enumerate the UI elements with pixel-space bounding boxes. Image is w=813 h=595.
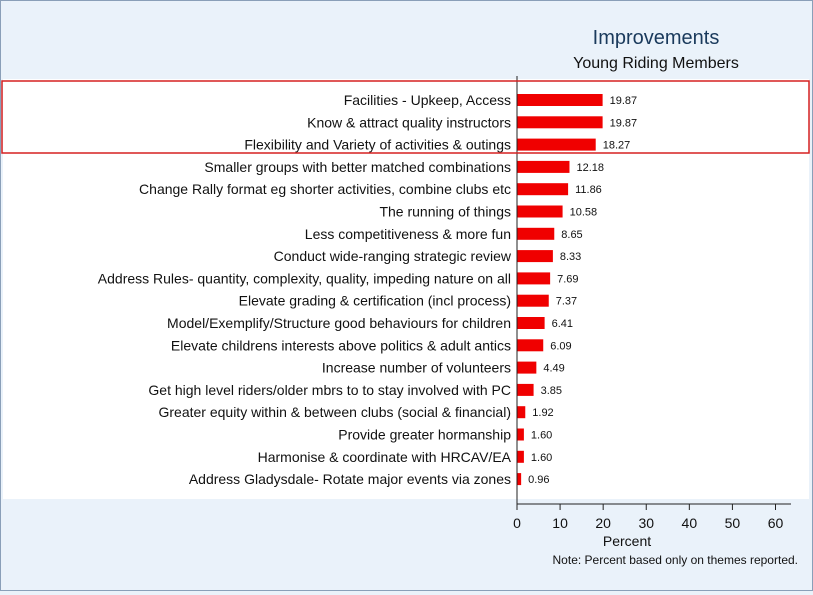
value-label: 11.86	[575, 184, 602, 196]
x-axis-label: Percent	[603, 533, 651, 549]
category-label: Address Gladysdale- Rotate major events …	[189, 471, 511, 487]
category-label: Harmonise & coordinate with HRCAV/EA	[258, 449, 512, 465]
category-label: Change Rally format eg shorter activitie…	[139, 181, 511, 197]
x-tick-label: 20	[595, 515, 611, 531]
category-labels-layer: Facilities - Upkeep, Access Know & attrac…	[98, 92, 512, 487]
category-label: Conduct wide-ranging strategic review	[274, 248, 512, 264]
value-label: 0.96	[528, 474, 549, 486]
bar	[517, 361, 537, 374]
bar	[517, 183, 569, 196]
category-label: Increase number of volunteers	[322, 360, 511, 376]
chart-note: Note: Percent based only on themes repor…	[553, 553, 798, 567]
value-label: 4.49	[543, 363, 564, 375]
value-label: 3.85	[541, 385, 562, 397]
value-label: 12.18	[576, 162, 604, 174]
value-label: 1.92	[532, 407, 553, 419]
value-label: 1.60	[531, 430, 552, 442]
value-labels-layer: 19.87 19.87 18.27 12.18 11.86 10.58 8.65 8.33 7.…	[528, 95, 637, 486]
bar	[517, 250, 553, 263]
x-tick-label: 50	[725, 515, 741, 531]
value-label: 19.87	[610, 95, 638, 107]
value-label: 7.69	[557, 273, 578, 285]
x-tick-label: 10	[552, 515, 568, 531]
x-tick-label: 60	[768, 515, 784, 531]
bar	[517, 339, 544, 352]
bar	[517, 428, 524, 441]
category-label: Get high level riders/older mbrs to to s…	[148, 382, 511, 398]
bar	[517, 138, 596, 151]
category-label: The running of things	[379, 204, 511, 220]
bar	[517, 116, 603, 129]
bar	[517, 94, 603, 106]
highlight-box	[1, 80, 810, 154]
bar	[517, 160, 570, 173]
chart-subtitle: Young Riding Members	[573, 55, 739, 72]
bar	[517, 272, 551, 285]
bar	[517, 317, 545, 329]
category-label: Address Rules- quantity, complexity, qua…	[98, 270, 511, 286]
category-label: Model/Exemplify/Structure good behaviour…	[167, 315, 511, 331]
category-label: Smaller groups with better matched combi…	[204, 159, 511, 175]
value-label: 8.65	[561, 229, 582, 241]
bar	[517, 227, 555, 240]
bar	[517, 406, 526, 419]
plot-background	[3, 79, 809, 154]
category-label: Elevate childrens interests above politi…	[171, 337, 511, 353]
value-label: 8.33	[560, 251, 581, 263]
category-label: Know & attract quality instructors	[307, 114, 511, 130]
category-label: Flexibility and Variety of activities & …	[244, 137, 511, 153]
value-label: 18.27	[603, 140, 631, 152]
bars-layer	[517, 94, 603, 486]
x-tick-label: 0	[513, 515, 521, 531]
x-tick-label: 30	[638, 515, 654, 531]
value-label: 6.09	[550, 340, 571, 352]
chart-title: Improvements	[593, 27, 720, 49]
value-label: 6.41	[552, 318, 573, 330]
x-ticks-layer: 0 10 20 30 40 50 60	[513, 504, 783, 531]
value-label: 7.37	[556, 296, 577, 308]
category-label: Provide greater hormanship	[338, 427, 511, 443]
value-label: 10.58	[570, 207, 598, 219]
bar	[517, 383, 534, 396]
category-label: Less competitiveness & more fun	[305, 226, 511, 242]
bar	[517, 473, 522, 486]
value-label: 1.60	[531, 452, 552, 464]
bar	[517, 205, 563, 218]
bar	[517, 450, 524, 463]
category-label: Greater equity within & between clubs (s…	[158, 404, 511, 420]
plot-background-lower	[3, 154, 809, 499]
category-label: Elevate grading & certification (incl pr…	[239, 293, 511, 309]
value-label: 19.87	[610, 117, 638, 129]
category-label: Facilities - Upkeep, Access	[344, 92, 511, 108]
bar	[517, 294, 549, 307]
x-tick-label: 40	[682, 515, 698, 531]
